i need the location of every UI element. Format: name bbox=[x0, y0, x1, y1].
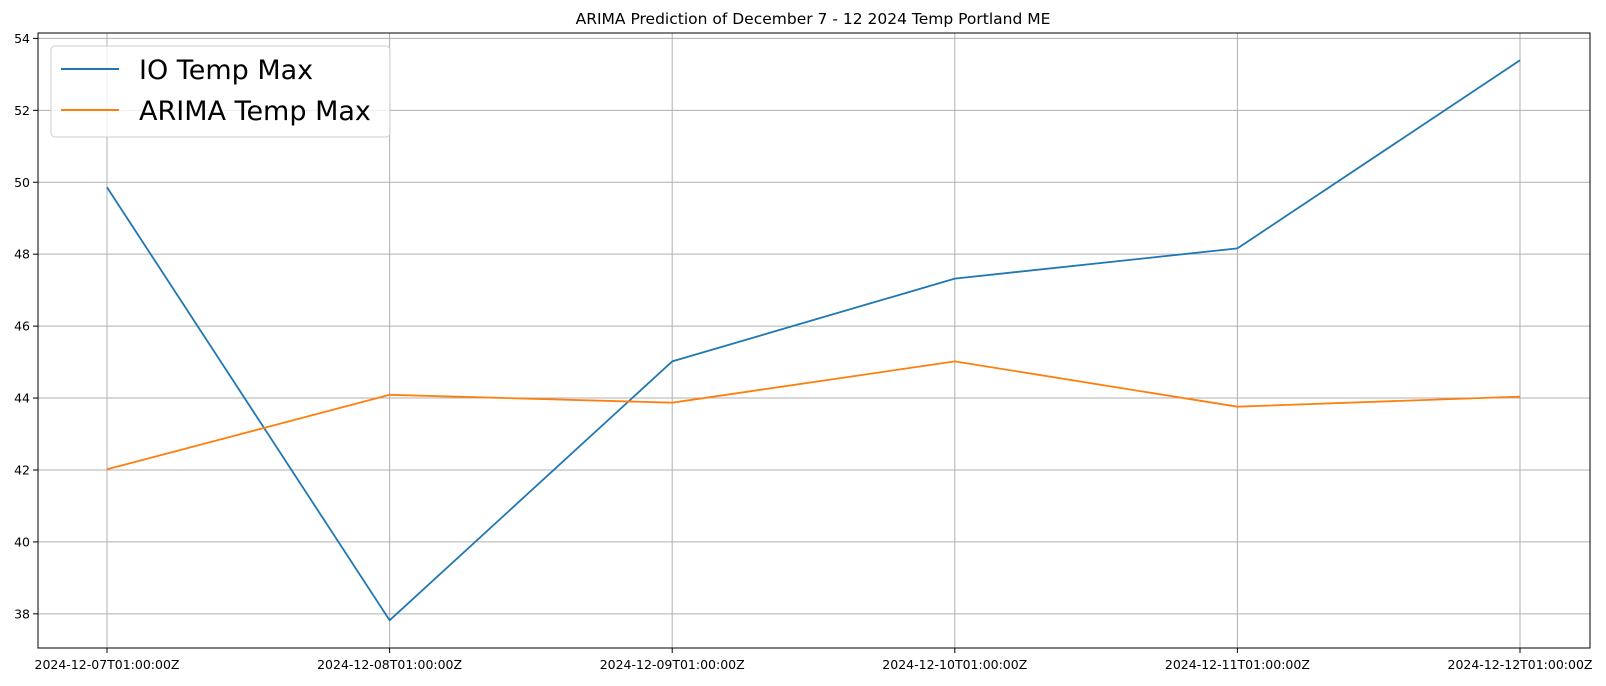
series-layer bbox=[106, 59, 1521, 622]
y-tick-label: 48 bbox=[14, 247, 30, 262]
x-tick-label: 2024-12-10T01:00:00Z bbox=[882, 657, 1027, 672]
plot-frame bbox=[37, 32, 1591, 649]
legend-box bbox=[50, 45, 391, 138]
x-tick-label: 2024-12-12T01:00:00Z bbox=[1448, 657, 1593, 672]
y-tick-label: 40 bbox=[14, 534, 30, 549]
x-tick-label: 2024-12-08T01:00:00Z bbox=[317, 657, 462, 672]
legend-label-arima-temp-max: ARIMA Temp Max bbox=[139, 96, 371, 127]
y-tick-label: 38 bbox=[14, 606, 30, 621]
legend-label-io-temp-max: IO Temp Max bbox=[139, 55, 313, 86]
series-line-arima-temp-max bbox=[106, 360, 1521, 471]
series-line-io-temp-max bbox=[106, 59, 1521, 622]
y-tick-label: 42 bbox=[14, 462, 30, 477]
y-tick-label: 46 bbox=[14, 319, 30, 334]
chart-title: ARIMA Prediction of December 7 - 12 2024… bbox=[576, 10, 1051, 28]
y-tick-label: 44 bbox=[14, 391, 30, 406]
y-tick-label: 50 bbox=[14, 175, 30, 190]
legend: IO Temp Max ARIMA Temp Max bbox=[50, 45, 391, 138]
x-tick-label: 2024-12-07T01:00:00Z bbox=[35, 657, 180, 672]
y-tick-label: 52 bbox=[14, 103, 30, 118]
y-tick-label: 54 bbox=[14, 31, 30, 46]
tick-layer: 2024-12-07T01:00:00Z 2024-12-08T01:00:00Z… bbox=[14, 31, 1592, 672]
grid-layer bbox=[38, 33, 1590, 648]
x-tick-label: 2024-12-11T01:00:00Z bbox=[1165, 657, 1310, 672]
x-tick-label: 2024-12-09T01:00:00Z bbox=[600, 657, 745, 672]
